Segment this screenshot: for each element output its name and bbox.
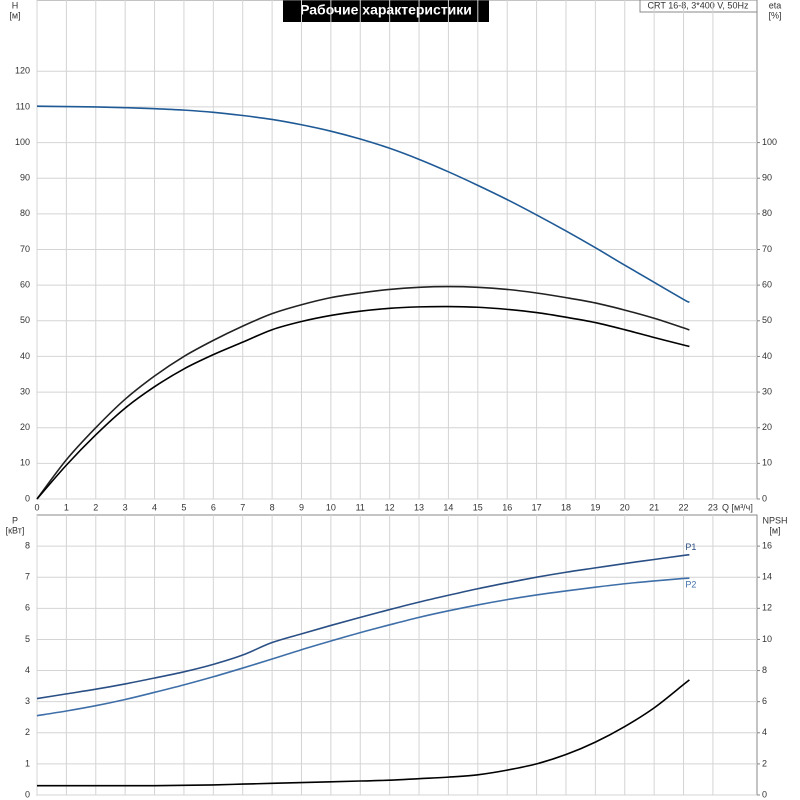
y2-axis-unit: [%]: [768, 10, 781, 20]
y2-tick-label: 8: [762, 665, 767, 675]
y2-tick-label: 100: [762, 137, 777, 147]
y2-tick-label: 2: [762, 758, 767, 768]
y-tick-label: 8: [25, 540, 30, 550]
x-tick-label: 22: [679, 502, 689, 512]
y2-tick-label: 16: [762, 540, 772, 550]
x-tick-label: 6: [211, 502, 216, 512]
x-tick-label: 16: [502, 502, 512, 512]
y2-tick-label: 40: [762, 351, 772, 361]
y2-tick-label: 80: [762, 208, 772, 218]
x-tick-label: 13: [414, 502, 424, 512]
x-tick-label: 5: [181, 502, 186, 512]
y2-tick-label: 50: [762, 315, 772, 325]
x-tick-label: 10: [326, 502, 336, 512]
y2-tick-label: 6: [762, 696, 767, 706]
y-tick-label: 90: [20, 173, 30, 183]
y-tick-label: 50: [20, 315, 30, 325]
y-axis-unit: [м]: [9, 10, 20, 20]
y2-tick-label: 10: [762, 634, 772, 644]
y-axis-label: P: [12, 515, 18, 525]
plot-frame: [36, 514, 758, 796]
y2-tick-label: 10: [762, 458, 772, 468]
x-tick-label: 2: [93, 502, 98, 512]
x-tick-label: 15: [473, 502, 483, 512]
y-tick-label: 0: [25, 789, 30, 799]
y-tick-label: 80: [20, 208, 30, 218]
y-tick-label: 40: [20, 351, 30, 361]
x-tick-label: 12: [385, 502, 395, 512]
x-tick-label: 17: [532, 502, 542, 512]
y2-axis-unit: [м]: [769, 525, 780, 535]
y-tick-label: 4: [25, 665, 30, 675]
y2-tick-label: 60: [762, 280, 772, 290]
y-tick-label: 110: [16, 101, 30, 111]
x-tick-label: 7: [240, 502, 245, 512]
y-tick-label: 7: [25, 572, 30, 582]
y2-tick-label: 30: [762, 386, 772, 396]
title-box: [283, 0, 489, 22]
y-axis-unit: [кВт]: [6, 525, 25, 535]
y-tick-label: 20: [20, 422, 30, 432]
y2-tick-label: 4: [762, 727, 767, 737]
y2-tick-label: 20: [762, 422, 772, 432]
y-tick-label: 3: [25, 696, 30, 706]
series-label: P2: [685, 580, 696, 590]
y2-tick-label: 90: [762, 173, 772, 183]
series-label: P1: [685, 542, 696, 552]
series-line: [36, 577, 690, 717]
y2-axis-label: NPSH: [762, 515, 787, 525]
y-tick-label: 1: [25, 758, 30, 768]
series-line: [36, 305, 690, 500]
y-tick-label: 10: [20, 458, 30, 468]
model-label: CRT 16-8, 3*400 V, 50Hz: [648, 0, 749, 10]
y-tick-label: 0: [25, 493, 30, 503]
x-tick-label: 20: [620, 502, 630, 512]
x-tick-label: 1: [64, 502, 69, 512]
series-line: [36, 554, 690, 700]
y2-tick-label: 0: [762, 789, 767, 799]
y2-tick-label: 70: [762, 244, 772, 254]
x-tick-label: 4: [152, 502, 157, 512]
y-tick-label: 120: [15, 66, 30, 76]
y-tick-label: 70: [20, 244, 30, 254]
chart-title: Рабочие характеристики: [300, 2, 472, 18]
y2-axis-label: eta: [769, 0, 782, 10]
series-line: [36, 679, 690, 787]
y-tick-label: 6: [25, 603, 30, 613]
x-tick-label: 18: [561, 502, 571, 512]
y-tick-label: 30: [20, 386, 30, 396]
series-line: [36, 105, 690, 303]
y-tick-label: 2: [25, 727, 30, 737]
y-tick-label: 60: [20, 280, 30, 290]
x-tick-label: 0: [34, 502, 39, 512]
x-tick-label: 21: [649, 502, 659, 512]
x-axis-label: Q [м³/ч]: [722, 502, 753, 512]
x-tick-label: 3: [123, 502, 128, 512]
x-tick-label: 9: [299, 502, 304, 512]
y2-tick-label: 12: [762, 603, 772, 613]
x-tick-label: 19: [590, 502, 600, 512]
y-tick-label: 100: [15, 137, 30, 147]
x-tick-label: 11: [356, 502, 365, 512]
y2-tick-label: 14: [762, 572, 772, 582]
y-axis-label: H: [12, 0, 19, 10]
x-tick-label: 8: [270, 502, 275, 512]
x-tick-label: 23: [708, 502, 718, 512]
y2-tick-label: 0: [762, 493, 767, 503]
x-tick-label: 14: [443, 502, 453, 512]
y-tick-label: 5: [25, 634, 30, 644]
series-line: [36, 285, 690, 500]
